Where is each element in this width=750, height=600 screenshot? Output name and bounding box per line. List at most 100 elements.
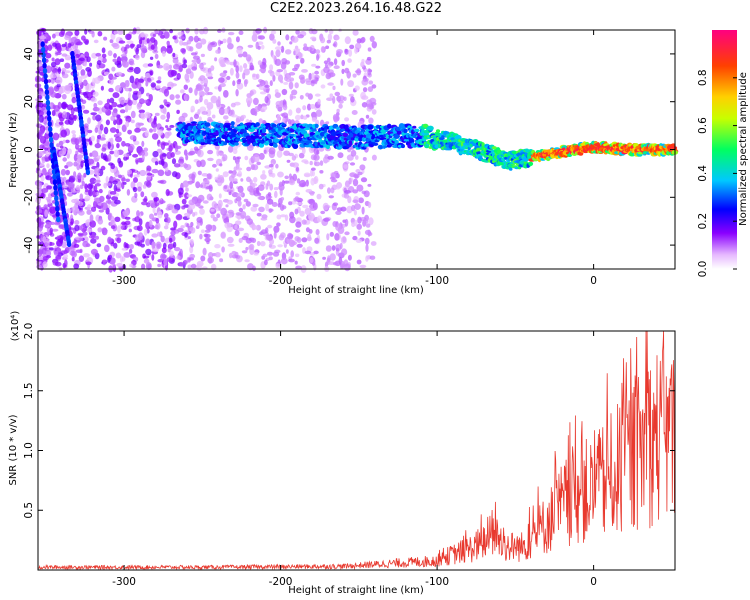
spectrogram-cell xyxy=(234,142,239,146)
spectrogram-cell xyxy=(272,74,276,82)
spectrogram-cell xyxy=(49,74,54,79)
spectrogram-cell xyxy=(143,147,149,152)
spectrogram-cell xyxy=(155,241,162,250)
spectrogram-cell xyxy=(48,136,54,143)
spectrogram-cell xyxy=(40,192,45,199)
spectrogram-cell xyxy=(365,243,369,252)
spectrogram-cell xyxy=(92,114,97,121)
spectrogram-cell xyxy=(166,40,170,46)
x-tick-label: 0 xyxy=(590,275,597,287)
spectrogram-cell xyxy=(85,169,91,176)
spectrogram-cell xyxy=(47,79,52,83)
spectrogram-cell xyxy=(364,78,369,82)
spectrogram-cell xyxy=(191,178,195,184)
spectrogram-cell xyxy=(107,236,112,245)
spectrogram-cell xyxy=(57,101,62,110)
spectrogram-cell xyxy=(188,87,193,94)
spectrogram-cell xyxy=(306,46,313,52)
spectrogram-cell xyxy=(269,80,273,87)
spectrogram-cell xyxy=(199,95,203,103)
spectrogram-cell xyxy=(65,182,72,186)
y-tick-label: 20 xyxy=(23,95,35,108)
spectrogram-cell xyxy=(146,92,150,97)
spectrogram-cell xyxy=(333,58,338,66)
spectrogram-cell xyxy=(303,127,310,131)
spectrogram-cell xyxy=(97,134,102,139)
spectrogram-cell xyxy=(323,217,330,222)
spectrogram-cell xyxy=(187,264,192,269)
spectrogram-cell xyxy=(201,173,209,177)
spectrogram-cell xyxy=(241,250,248,254)
spectrogram-cell xyxy=(371,84,377,89)
spectrogram-cell xyxy=(123,153,130,158)
spectrogram-cell xyxy=(336,112,340,116)
spectrogram-cell xyxy=(51,200,56,204)
spectrogram-cell xyxy=(370,241,377,246)
spectrogram-cell xyxy=(300,79,306,84)
spectrogram-cell xyxy=(47,115,52,122)
colorbar-label: Normalized spectral amplitude xyxy=(738,72,749,226)
spectrogram-cell xyxy=(174,38,179,44)
spectrogram-cell xyxy=(344,231,350,236)
spectrogram-cell xyxy=(260,241,266,247)
spectrogram-cell xyxy=(90,97,97,103)
spectrogram-cell xyxy=(347,80,354,88)
spectrogram-cell xyxy=(283,81,289,85)
spectrogram-cell xyxy=(354,203,361,211)
spectrogram-cell xyxy=(214,57,218,62)
spectrogram-cell xyxy=(291,89,298,96)
spectrogram-cell xyxy=(183,149,188,156)
spectrogram-cell xyxy=(108,87,114,93)
spectrogram-cell xyxy=(370,102,377,106)
spectrogram-cell xyxy=(207,116,213,122)
spectrogram-cell xyxy=(277,74,284,82)
spectrogram-cell xyxy=(207,256,214,264)
spectrogram-cell xyxy=(314,93,321,97)
spectrogram-cell xyxy=(349,146,354,150)
spectrogram-cell xyxy=(195,84,200,89)
spectrogram-cell xyxy=(310,207,316,211)
spectrogram-cell xyxy=(161,247,167,254)
spectrogram-cell xyxy=(110,225,116,230)
spectrogram-cell xyxy=(303,172,311,177)
spectrogram-cell xyxy=(146,181,152,188)
spectrogram-cell xyxy=(238,30,244,35)
spectrogram-cell xyxy=(197,170,202,176)
spectrogram-cell xyxy=(124,80,129,85)
spectrogram-cell xyxy=(92,106,100,112)
spectrogram-cell xyxy=(183,59,187,64)
spectrogram-cell xyxy=(299,95,304,100)
spectrogram-cell xyxy=(277,41,281,46)
spectrogram-cell xyxy=(288,109,293,116)
spectrogram-cell xyxy=(104,244,110,253)
spectrogram-cell xyxy=(103,182,108,189)
spectrogram-cell xyxy=(336,207,343,212)
spectrogram-cell xyxy=(206,102,214,110)
spectrogram-cell xyxy=(212,217,218,222)
spectrogram-cell xyxy=(234,229,240,237)
spectrogram-cell xyxy=(143,99,149,104)
spectrogram-cell xyxy=(218,107,225,116)
spectrogram-cell xyxy=(130,181,136,189)
spectrogram-cell xyxy=(134,241,141,246)
spectrogram-cell xyxy=(219,40,224,45)
spectrogram-cell xyxy=(88,189,93,197)
spectrogram-cell xyxy=(237,185,244,193)
spectrogram-cell xyxy=(179,40,184,46)
spectrogram-cell xyxy=(82,92,88,96)
spectrogram-cell xyxy=(203,98,209,106)
spectrogram-cell xyxy=(194,88,198,96)
spectrogram-cell xyxy=(344,48,348,53)
spectrogram-cell xyxy=(96,137,100,145)
spectrogram-cell xyxy=(181,205,186,210)
spectrogram-cell xyxy=(66,161,74,167)
spectrogram-cell xyxy=(219,258,224,263)
spectrogram-cell xyxy=(291,36,299,43)
spectrogram-cell xyxy=(217,96,221,104)
spectrogram-cell xyxy=(254,110,258,116)
spectrogram-cell xyxy=(60,129,67,138)
spectrogram-cell xyxy=(110,163,115,170)
spectrogram-cell xyxy=(41,46,46,53)
spectrogram-cell xyxy=(42,67,48,74)
spectrogram-cell xyxy=(332,85,336,91)
